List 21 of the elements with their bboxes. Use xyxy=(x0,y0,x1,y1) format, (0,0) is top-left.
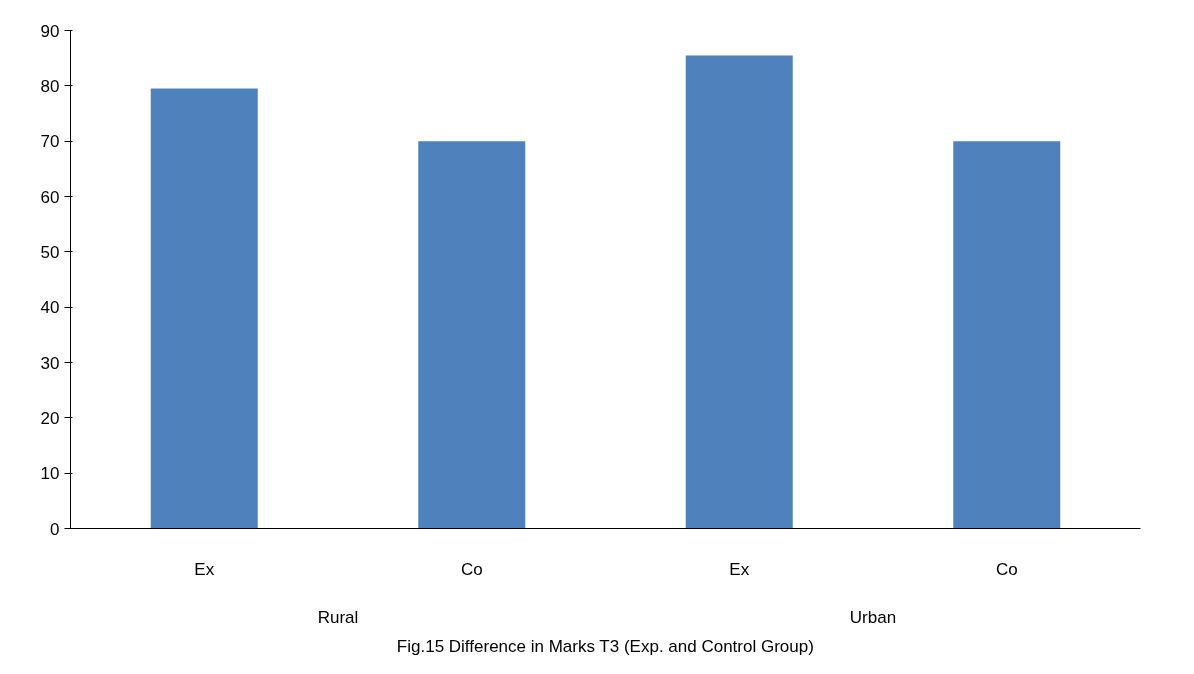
y-tick-label: 70 xyxy=(40,132,60,152)
x-tick-label: Co xyxy=(995,559,1018,579)
y-tick-label: 90 xyxy=(40,21,60,41)
text: Fig.15 Difference in Marks T3 (Exp. and Control Group) xyxy=(396,636,814,656)
text: Rural xyxy=(317,607,359,627)
bar xyxy=(418,141,526,529)
y-tick-label: 50 xyxy=(40,242,60,262)
y-tick-label: 10 xyxy=(40,464,60,484)
bar xyxy=(953,141,1061,529)
y-tick-label: 0 xyxy=(50,519,60,539)
bar xyxy=(150,88,258,529)
y-tick-label: 60 xyxy=(40,187,60,207)
y-tick-label: 40 xyxy=(40,298,60,318)
y-tick-label: 30 xyxy=(40,353,60,373)
x-tick-label: Ex xyxy=(729,559,750,579)
bar xyxy=(685,55,793,529)
x-tick-label: Co xyxy=(460,559,483,579)
text: Urban xyxy=(849,607,897,627)
y-tick-label: 80 xyxy=(40,76,60,96)
x-tick-label: Ex xyxy=(194,559,215,579)
y-tick-label: 20 xyxy=(40,408,60,428)
